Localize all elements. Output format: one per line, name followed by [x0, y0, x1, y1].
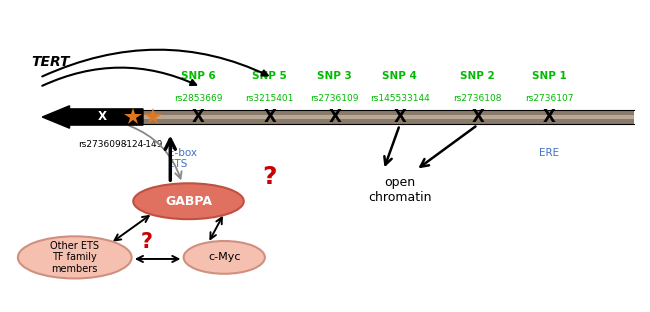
Text: X: X — [471, 108, 484, 126]
FancyArrowPatch shape — [42, 50, 268, 76]
Text: open
chromatin: open chromatin — [368, 176, 432, 204]
Text: ETS: ETS — [168, 159, 187, 169]
Text: X: X — [192, 108, 205, 126]
Ellipse shape — [133, 183, 244, 219]
Text: ?: ? — [140, 232, 152, 252]
Text: GABPA: GABPA — [165, 195, 212, 208]
Ellipse shape — [18, 236, 131, 279]
Text: Other ETS
TF family
members: Other ETS TF family members — [50, 241, 99, 274]
Text: -149: -149 — [142, 140, 163, 149]
Text: -124: -124 — [123, 140, 144, 149]
Text: rs2736109: rs2736109 — [311, 94, 359, 103]
FancyArrow shape — [42, 106, 143, 128]
FancyArrowPatch shape — [42, 68, 196, 86]
Text: X: X — [328, 108, 341, 126]
Ellipse shape — [183, 241, 265, 274]
Text: rs145533144: rs145533144 — [370, 94, 430, 103]
Text: rs2736098: rs2736098 — [78, 140, 126, 149]
Text: SNP 2: SNP 2 — [460, 71, 495, 81]
Text: c-Myc: c-Myc — [208, 252, 240, 262]
Text: SNP 4: SNP 4 — [382, 71, 417, 81]
Text: SNP 3: SNP 3 — [317, 71, 352, 81]
Text: X: X — [98, 110, 107, 124]
Text: E-box: E-box — [168, 148, 197, 158]
Text: ERE: ERE — [540, 148, 559, 158]
Text: ?: ? — [263, 165, 277, 189]
Text: SNP 1: SNP 1 — [532, 71, 567, 81]
Text: rs2853669: rs2853669 — [174, 94, 222, 103]
Bar — [143, 110, 634, 124]
Text: rs2736107: rs2736107 — [525, 94, 573, 103]
Text: SNP 6: SNP 6 — [181, 71, 216, 81]
Text: X: X — [393, 108, 406, 126]
Text: X: X — [543, 108, 556, 126]
Text: rs3215401: rs3215401 — [246, 94, 294, 103]
Text: rs2736108: rs2736108 — [454, 94, 502, 103]
Text: TERT: TERT — [31, 55, 70, 69]
Text: SNP 5: SNP 5 — [252, 71, 287, 81]
Text: X: X — [263, 108, 276, 126]
Bar — [143, 115, 634, 119]
